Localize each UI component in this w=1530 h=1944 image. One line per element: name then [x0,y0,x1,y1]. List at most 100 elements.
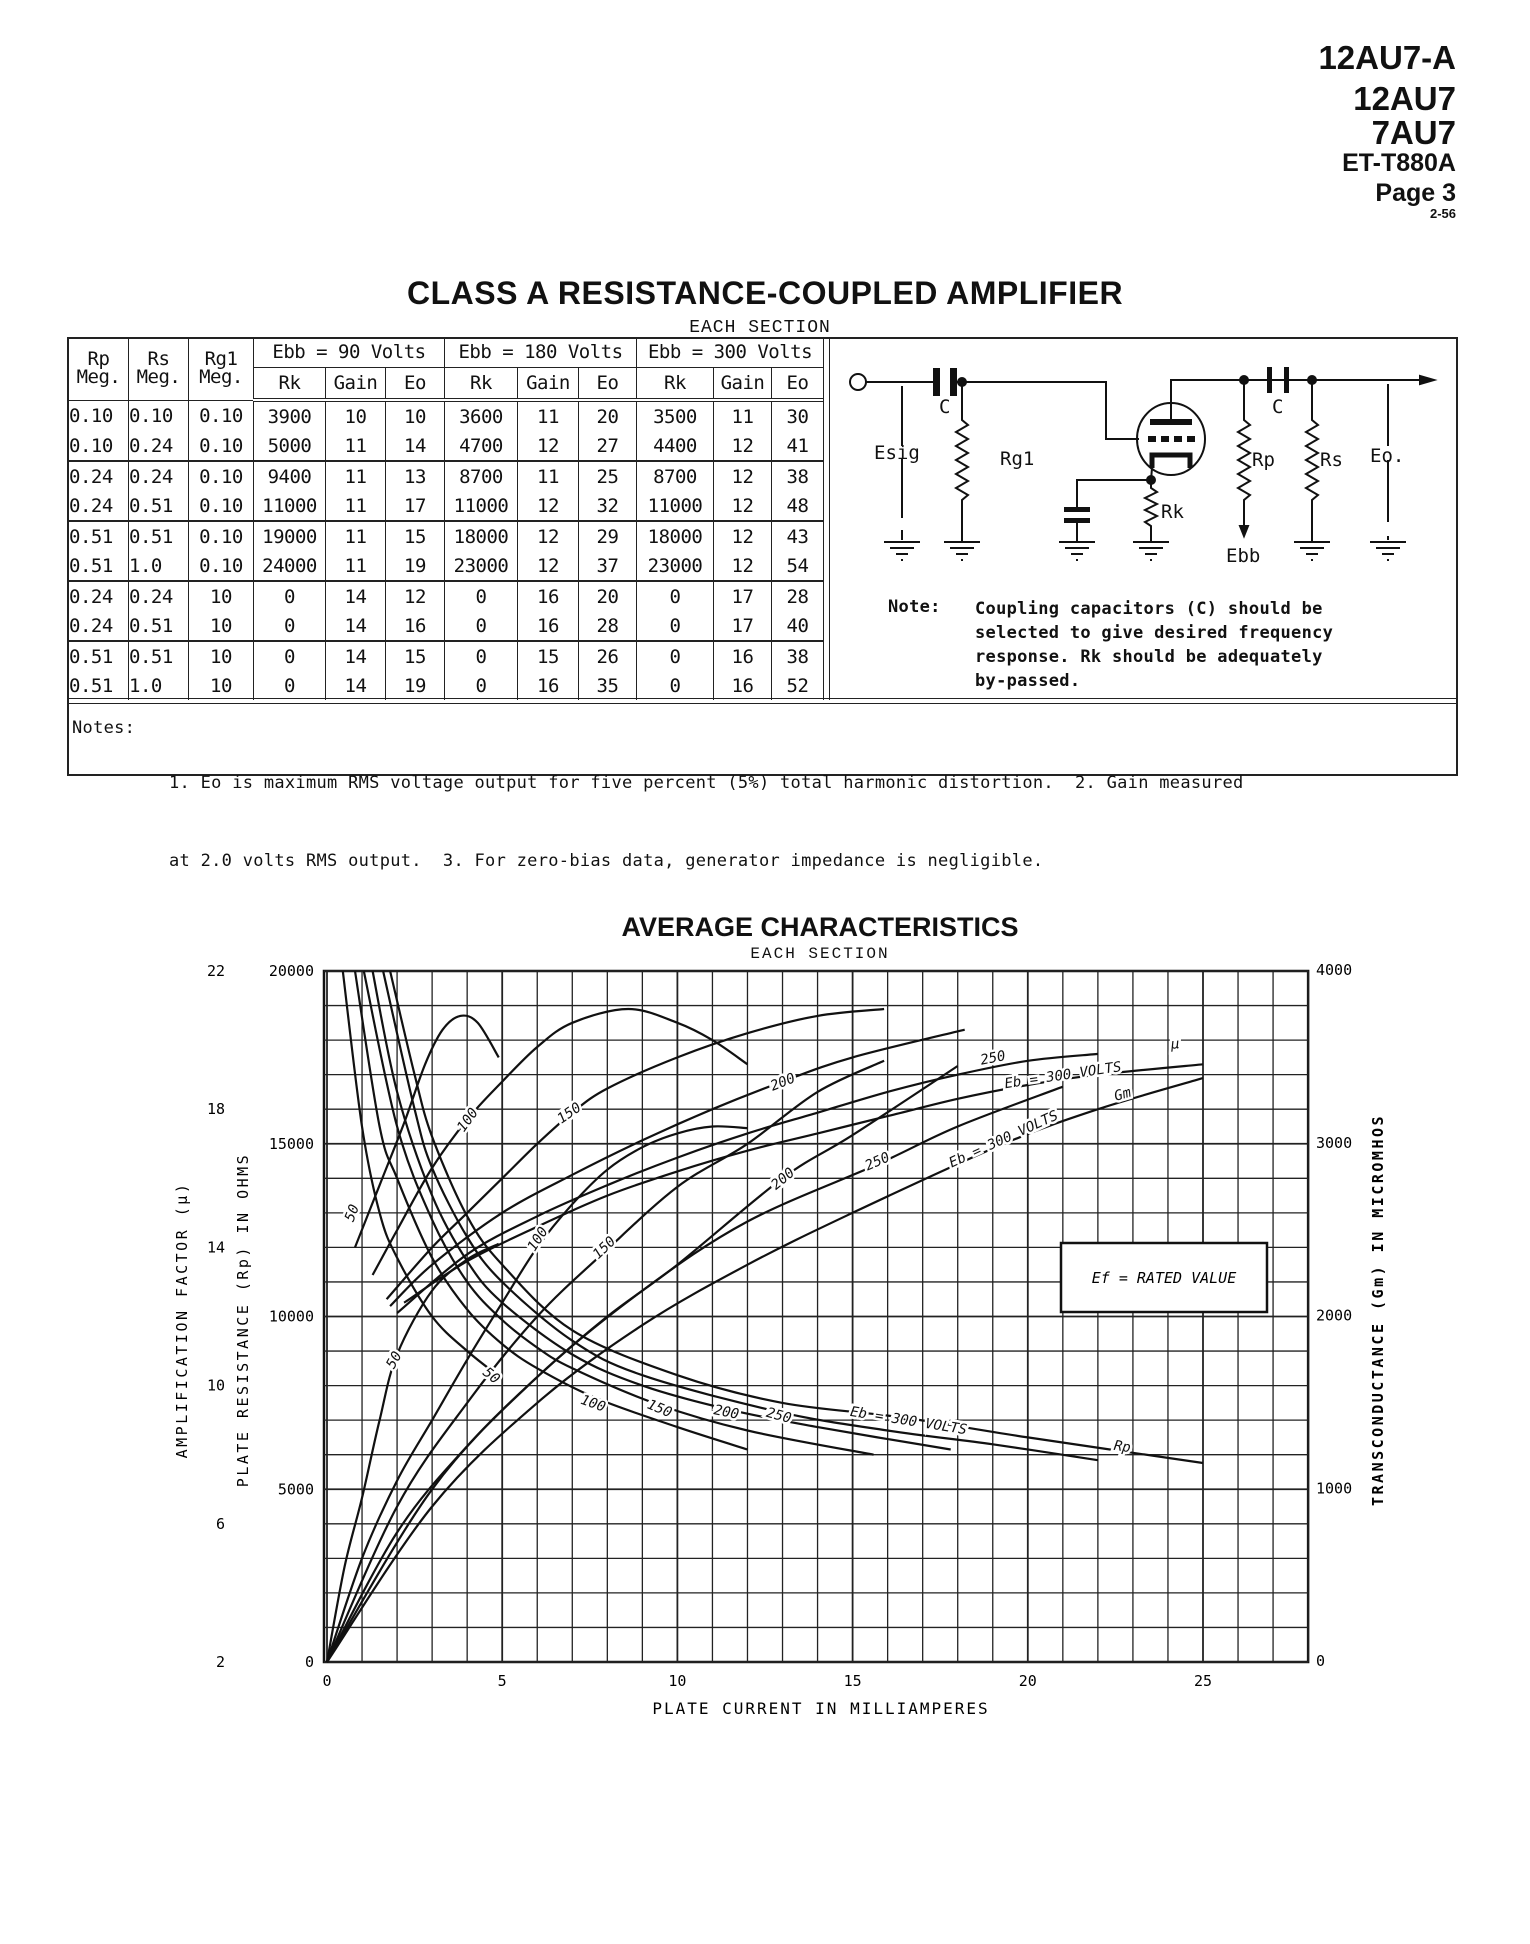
circuit-note-line: response. Rk should be adequately [975,647,1323,667]
table-cell: 17 [385,491,445,521]
ground-icon [944,541,980,561]
mu-curve-eb-50 [353,1014,500,1248]
average-characteristics-chart: 0 5 10 15 20 25200001500010000500002218141062… [173,961,1387,1718]
table-cell: 0 [253,640,326,671]
table-cell: 0 [636,580,714,611]
gm-curve-eb-300 [326,1077,1204,1663]
amplifier-data-table: Rp Meg. Rs Meg. Rg1 Meg. Ebb = 90 Volts Ebb = 1… [68,337,824,700]
voltage-group-header: Ebb = 90 Volts [253,337,445,368]
gm-curve-eb-150 [325,1059,885,1663]
table-cell: 15 [517,640,579,671]
voltage-group-header: Ebb = 300 Volts [636,337,824,368]
table-cell: 0 [444,580,518,611]
circuit-note-label: Note: [888,597,941,617]
table-cell: 0 [253,580,326,611]
chart-subtitle: EACH SECTION [750,945,890,963]
table-cell: 12 [517,520,579,551]
table-row: 0.51 1.0 0.10 24000 11 19 23000 12 37 23000 12 54 [68,551,824,581]
ground-symbols [884,541,1406,561]
curve-label: 200 [768,1165,798,1193]
table-row: 0.10 0.10 0.10 3900 10 10 3600 11 20 3500 11 30 [68,400,824,431]
output-arrow-icon [1419,374,1438,386]
table-circuit-divider [823,337,830,700]
issue-date: 2-56 [1429,206,1456,221]
notes-line: at 2.0 volts RMS output. 3. For zero-bia… [169,851,1044,871]
table-cell: 16 [713,640,772,671]
gm-tick-label: 3000 [1316,1134,1352,1152]
table-cell: 0.24 [68,611,129,641]
table-row: 0.51 0.51 10 0 14 15 0 15 26 0 16 38 [68,640,824,671]
table-cell: 23000 [636,551,714,581]
table-cell: 11 [325,460,386,491]
mu-tick-label: 14 [207,1238,225,1256]
circuit-note-line: Coupling capacitors (C) should be [975,599,1323,619]
table-cell: 0.51 [128,520,189,551]
table-cell: 0.10 [188,551,254,581]
model-12au7a: 12AU7-A [1318,39,1456,76]
rp-tick-label: 5000 [278,1480,314,1498]
table-cell: 0.51 [68,520,129,551]
ebb-arrow [1238,525,1250,539]
table-cell: 14 [325,611,386,641]
c-in-label: C [939,396,950,418]
rs-label: Rs [1320,449,1343,471]
sub-header: Rk [253,367,326,402]
table-cell: 26 [578,640,637,671]
rated-value-label: Ef = RATED VALUE [1092,1269,1237,1287]
rs-resistor [1304,380,1320,542]
document-code: ET-T880A [1342,149,1456,177]
mu-tick-label: 10 [207,1377,225,1395]
mu-tick-label: 2 [216,1653,225,1671]
mu-curve-eb-150 [385,1007,885,1300]
circuit-note-line: selected to give desired frequency [975,623,1334,643]
column-header: Rs Meg. [128,337,189,401]
esig-label: Esig [874,442,920,464]
table-cell: 12 [713,520,772,551]
cathode-node [1146,475,1156,485]
table-cell: 11 [517,460,579,491]
table-cell: 11 [517,400,579,431]
rp-axis-title: PLATE RESISTANCE (Rp) IN OHMS [234,1153,252,1487]
ebb-label: Ebb [1226,545,1260,567]
mu-curve-eb-200 [389,1028,965,1307]
voltage-group-header: Ebb = 180 Volts [444,337,637,368]
table-cell: 37 [578,551,637,581]
column-header-symbol: Rg1 [204,348,238,371]
column-header-unit: Meg. [199,366,243,389]
gm-curve-eb-50 [325,1242,500,1663]
mu-curve-eb-250 [396,1052,1099,1314]
table-cell: 12 [713,431,772,461]
table-cell: 30 [771,400,824,431]
x-tick-label: 0 [322,1672,331,1690]
table-cell: 0.24 [128,460,189,491]
table-row: 0.10 0.24 0.10 5000 11 14 4700 12 27 4400 12 41 [68,431,824,461]
cathode-network [1076,467,1160,542]
table-cell: 10 [188,580,254,611]
table-row: 0.24 0.51 10 0 14 16 0 16 28 0 17 40 [68,611,824,641]
ground-icon [1370,541,1406,561]
table-cell: 28 [771,580,824,611]
table-cell: 3600 [444,400,518,431]
rp-curve-eb-250 [382,970,1099,1462]
curve-label: Rp [1113,1438,1132,1456]
mu-curve-eb-100 [371,1007,749,1276]
notes-label: Notes: [72,718,136,738]
bypass-capacitor [1064,507,1090,512]
curve-label: 50 [342,1202,363,1224]
table-cell: 43 [771,520,824,551]
column-header-unit: Meg. [76,366,121,389]
table-cell: 3500 [636,400,714,431]
table-cell: 52 [771,671,824,700]
x-tick-label: 10 [668,1672,686,1690]
table-row: 0.51 1.0 10 0 14 19 0 16 35 0 16 52 [68,671,824,700]
curve-label: μ [1169,1036,1180,1053]
curve-label: Gm [1112,1084,1133,1104]
table-cell: 20 [578,580,637,611]
mu-tick-label: 6 [216,1515,225,1533]
sub-header: Gain [325,367,386,402]
table-cell: 12 [713,491,772,521]
table-cell: 10 [188,671,254,700]
table-row: 0.24 0.24 0.10 9400 11 13 8700 11 25 8700 12 38 [68,460,824,491]
table-cell: 11 [325,491,386,521]
